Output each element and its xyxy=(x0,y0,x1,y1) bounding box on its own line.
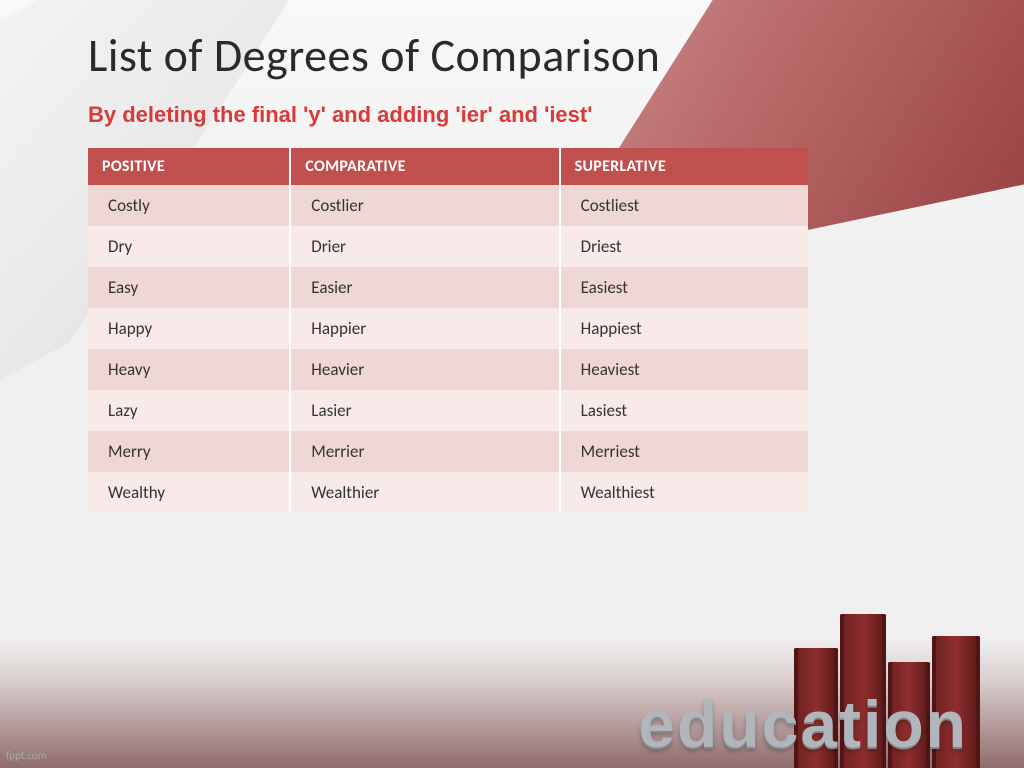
cell-superlative: Costliest xyxy=(560,185,808,226)
cell-positive: Merry xyxy=(88,431,290,472)
cell-superlative: Happiest xyxy=(560,308,808,349)
slide-subtitle: By deleting the final 'y' and adding 'ie… xyxy=(88,102,968,128)
table-row: Happy Happier Happiest xyxy=(88,308,808,349)
cell-superlative: Merriest xyxy=(560,431,808,472)
col-positive: POSITIVE xyxy=(88,148,290,185)
table-row: Lazy Lasier Lasiest xyxy=(88,390,808,431)
table-row: Easy Easier Easiest xyxy=(88,267,808,308)
watermark: fppt.com xyxy=(6,749,46,762)
cell-comparative: Lasier xyxy=(290,390,559,431)
cell-superlative: Heaviest xyxy=(560,349,808,390)
comparison-table-wrap: POSITIVE COMPARATIVE SUPERLATIVE Costly … xyxy=(88,148,808,513)
table-row: Costly Costlier Costliest xyxy=(88,185,808,226)
cell-positive: Easy xyxy=(88,267,290,308)
table-row: Merry Merrier Merriest xyxy=(88,431,808,472)
cell-comparative: Wealthier xyxy=(290,472,559,513)
cell-comparative: Merrier xyxy=(290,431,559,472)
cell-positive: Heavy xyxy=(88,349,290,390)
col-comparative: COMPARATIVE xyxy=(290,148,559,185)
cell-positive: Wealthy xyxy=(88,472,290,513)
cell-comparative: Costlier xyxy=(290,185,559,226)
cell-comparative: Easier xyxy=(290,267,559,308)
cell-comparative: Happier xyxy=(290,308,559,349)
comparison-table: POSITIVE COMPARATIVE SUPERLATIVE Costly … xyxy=(88,148,808,513)
slide-content: List of Degrees of Comparison By deletin… xyxy=(0,0,1024,768)
cell-superlative: Wealthiest xyxy=(560,472,808,513)
cell-positive: Dry xyxy=(88,226,290,267)
cell-positive: Costly xyxy=(88,185,290,226)
slide-title: List of Degrees of Comparison xyxy=(88,28,968,84)
col-superlative: SUPERLATIVE xyxy=(560,148,808,185)
cell-superlative: Lasiest xyxy=(560,390,808,431)
table-body: Costly Costlier Costliest Dry Drier Drie… xyxy=(88,185,808,513)
cell-positive: Lazy xyxy=(88,390,290,431)
table-header-row: POSITIVE COMPARATIVE SUPERLATIVE xyxy=(88,148,808,185)
table-row: Dry Drier Driest xyxy=(88,226,808,267)
cell-superlative: Easiest xyxy=(560,267,808,308)
cell-comparative: Drier xyxy=(290,226,559,267)
cell-positive: Happy xyxy=(88,308,290,349)
cell-comparative: Heavier xyxy=(290,349,559,390)
cell-superlative: Driest xyxy=(560,226,808,267)
table-row: Heavy Heavier Heaviest xyxy=(88,349,808,390)
table-row: Wealthy Wealthier Wealthiest xyxy=(88,472,808,513)
